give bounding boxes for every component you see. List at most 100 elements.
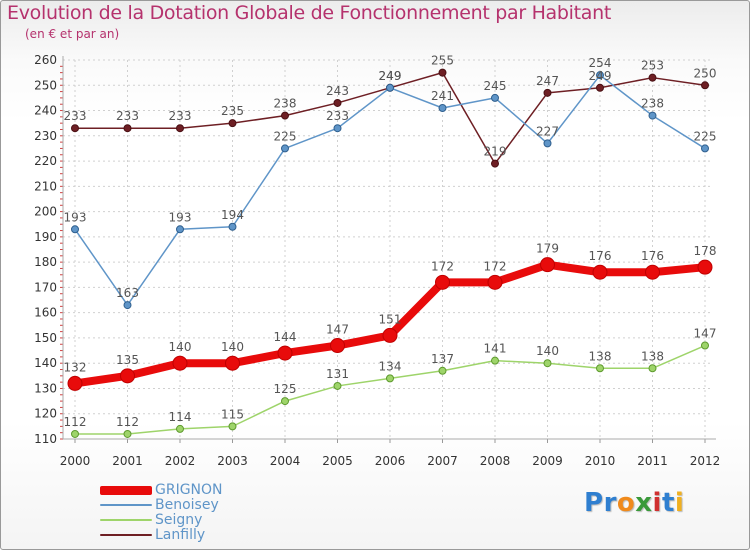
logo-letter: x (635, 488, 653, 518)
legend-label-lanfilly: Lanfilly (155, 527, 206, 543)
data-label-lanfilly-2005: 243 (326, 84, 349, 98)
point-seigny-2001 (123, 429, 132, 438)
point-grignon-2003 (225, 355, 240, 371)
data-label-grignon-2008: 172 (484, 259, 507, 273)
point-lanfilly-2002 (176, 124, 184, 133)
point-grignon-2007 (435, 274, 450, 290)
point-benoisey-2010 (596, 71, 604, 80)
gridlines (63, 59, 712, 440)
x-tick-label-2011: 2011 (637, 454, 668, 468)
legend-label-seigny: Seigny (155, 512, 203, 528)
point-benoisey-2002 (176, 225, 184, 234)
point-seigny-2010 (596, 364, 604, 373)
data-label-seigny-2012: 147 (694, 327, 717, 341)
point-lanfilly-2001 (123, 124, 132, 133)
point-grignon-2011 (645, 264, 660, 280)
y-tick-label-180: 180 (34, 255, 57, 269)
point-benoisey-2007 (438, 104, 447, 113)
data-label-grignon-2007: 172 (431, 259, 454, 273)
data-label-lanfilly-2002: 233 (169, 109, 192, 123)
point-seigny-2009 (543, 359, 552, 368)
series-lines (67, 68, 713, 438)
data-label-lanfilly-2003: 235 (221, 104, 244, 118)
point-benoisey-2011 (648, 111, 657, 120)
legend-swatch-seigny (100, 519, 152, 521)
x-tick-label-2007: 2007 (427, 454, 458, 468)
point-grignon-2010 (592, 264, 608, 280)
point-lanfilly-2010 (596, 83, 604, 92)
data-label-benoisey-2003: 194 (221, 208, 244, 222)
point-grignon-2009 (540, 257, 555, 273)
data-label-grignon-2011: 176 (641, 249, 664, 263)
x-tick-label-2012: 2012 (690, 454, 721, 468)
y-tick-label-190: 190 (34, 230, 57, 244)
y-tick-label-110: 110 (34, 432, 57, 446)
point-lanfilly-2000 (71, 124, 79, 133)
data-label-seigny-2001: 112 (116, 415, 139, 429)
data-label-lanfilly-2010: 249 (589, 69, 612, 83)
data-label-seigny-2005: 131 (326, 367, 349, 381)
data-label-lanfilly-2001: 233 (116, 109, 139, 123)
point-benoisey-2004 (281, 144, 289, 153)
data-label-benoisey-2010: 254 (589, 56, 612, 70)
data-label-seigny-2002: 114 (169, 410, 192, 424)
data-label-grignon-2006: 151 (379, 312, 402, 326)
data-label-seigny-2006: 134 (379, 359, 402, 373)
data-label-grignon-2009: 179 (536, 242, 559, 256)
point-lanfilly-2008 (491, 159, 499, 168)
x-tick-label-2005: 2005 (322, 454, 353, 468)
point-grignon-2002 (172, 355, 188, 371)
data-label-lanfilly-2012: 250 (694, 66, 717, 80)
data-label-benoisey-2008: 245 (484, 79, 507, 93)
data-label-grignon-2001: 135 (116, 353, 139, 367)
legend-swatch-grignon (100, 486, 152, 495)
data-label-benoisey-2001: 163 (116, 286, 139, 300)
data-label-seigny-2011: 138 (641, 349, 664, 363)
data-label-seigny-2003: 115 (221, 407, 244, 421)
x-tick-label-2003: 2003 (217, 454, 248, 468)
data-label-benoisey-2007: 241 (431, 89, 454, 103)
point-grignon-2012 (697, 259, 713, 275)
x-tick-label-2001: 2001 (112, 454, 143, 468)
point-benoisey-2008 (491, 93, 499, 102)
point-benoisey-2000 (71, 225, 79, 234)
point-benoisey-2005 (333, 124, 342, 133)
data-label-benoisey-2002: 193 (169, 210, 192, 224)
data-label-benoisey-2004: 225 (274, 129, 297, 143)
point-benoisey-2003 (228, 222, 237, 231)
chart-title: Evolution de la Dotation Globale de Fonc… (7, 2, 612, 24)
logo-letter: i (652, 488, 662, 518)
point-grignon-2006 (382, 327, 398, 343)
y-tick-label-260: 260 (34, 53, 57, 67)
data-label-lanfilly-2011: 253 (641, 59, 664, 73)
legend-swatch-lanfilly (100, 534, 152, 536)
legend-swatch-benoisey (100, 504, 152, 506)
data-label-seigny-2000: 112 (64, 415, 87, 429)
data-label-seigny-2009: 140 (536, 344, 559, 358)
y-tick-label-210: 210 (34, 179, 57, 193)
x-tick-label-2004: 2004 (270, 454, 301, 468)
y-tick-label-140: 140 (34, 356, 57, 370)
data-label-grignon-2000: 132 (64, 360, 87, 374)
data-label-grignon-2004: 144 (274, 330, 297, 344)
logo-letter: i (674, 488, 685, 518)
chart-subtitle: (en € et par an) (25, 27, 120, 41)
point-grignon-2005 (330, 338, 345, 354)
data-label-lanfilly-2000: 233 (64, 109, 87, 123)
y-tick-label-160: 160 (34, 306, 57, 320)
point-seigny-2004 (281, 397, 289, 406)
point-benoisey-2012 (701, 144, 709, 153)
data-label-benoisey-2009: 227 (536, 124, 559, 138)
x-tick-label-2008: 2008 (480, 454, 511, 468)
point-seigny-2002 (176, 424, 184, 433)
data-labels: 233 233 233 235 238 243 249 255 219 247 249 253 250 1… (64, 54, 717, 429)
point-lanfilly-2004 (281, 111, 289, 120)
data-label-seigny-2007: 137 (431, 352, 454, 366)
point-grignon-2008 (487, 274, 503, 290)
x-tick-label-2006: 2006 (375, 454, 406, 468)
point-grignon-2001 (120, 368, 135, 384)
data-label-seigny-2004: 125 (274, 382, 297, 396)
point-grignon-2000 (67, 375, 83, 391)
point-seigny-2011 (648, 364, 657, 373)
point-seigny-2012 (701, 341, 709, 350)
